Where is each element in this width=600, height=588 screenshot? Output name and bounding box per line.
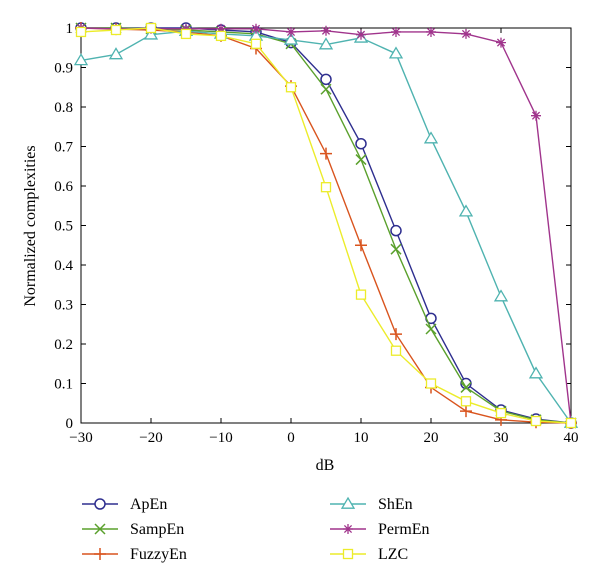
series-permen	[76, 23, 576, 428]
data-point-lzc	[565, 417, 577, 429]
data-point-sampen	[320, 83, 332, 95]
legend-swatch-marker	[94, 523, 106, 535]
legend-entry-permen: PermEn	[330, 521, 430, 538]
data-point-lzc	[460, 396, 472, 407]
data-point-permen	[321, 25, 331, 36]
x-tick-label: 10	[354, 430, 369, 446]
legend-label: ApEn	[130, 496, 167, 513]
series-layer	[73, 22, 579, 429]
data-point-lzc	[110, 24, 122, 36]
legend-entry-shen: ShEn	[330, 496, 413, 513]
y-axis-title: Normalized complexities	[22, 145, 39, 306]
legend-label: LZC	[378, 546, 408, 563]
x-tick-label: 40	[564, 430, 579, 446]
data-point-shen	[423, 131, 439, 144]
data-point-sampen	[355, 154, 367, 166]
x-tick-label: 30	[494, 430, 509, 446]
data-point-shen	[283, 32, 299, 45]
data-point-shen	[318, 37, 334, 50]
data-point-apen	[320, 73, 332, 86]
legend-swatch-marker	[342, 548, 354, 560]
data-point-permen	[216, 23, 226, 34]
legend-label: FuzzyEn	[130, 546, 187, 563]
legend: ApEn SampEn FuzzyEn ShEn PermEn LZC	[82, 496, 430, 563]
legend-swatch-marker	[94, 548, 106, 560]
y-tick-label: 0.6	[54, 179, 73, 195]
legend-entry-lzc: LZC	[330, 546, 408, 563]
legend-swatch-marker	[94, 498, 106, 510]
data-point-lzc	[355, 289, 367, 300]
data-point-shen	[143, 27, 159, 40]
data-point-permen	[251, 23, 261, 34]
y-tick-label: 0	[66, 416, 74, 432]
data-point-permen	[391, 26, 401, 37]
data-point-permen	[496, 37, 506, 48]
data-point-permen	[356, 29, 366, 40]
data-point-shen	[73, 53, 89, 66]
legend-entry-fuzzyen: FuzzyEn	[82, 546, 187, 563]
data-point-fuzzyen	[320, 147, 332, 160]
data-point-apen	[390, 224, 402, 237]
data-point-permen	[531, 110, 541, 121]
y-tick-label: 0.8	[54, 100, 73, 116]
data-point-lzc	[390, 345, 402, 356]
legend-entry-sampen: SampEn	[82, 521, 184, 538]
data-point-fuzzyen	[460, 405, 472, 418]
data-point-lzc	[250, 38, 262, 49]
data-point-lzc	[530, 415, 542, 427]
legend-label: ShEn	[378, 496, 413, 513]
y-tick-label: 0.9	[54, 61, 73, 77]
x-tick-label: −20	[139, 430, 162, 446]
data-point-fuzzyen	[390, 328, 402, 341]
x-tick-label: −10	[209, 430, 232, 446]
data-point-lzc	[75, 26, 87, 38]
data-point-lzc	[215, 30, 227, 42]
data-point-apen	[355, 137, 367, 150]
data-point-lzc	[320, 182, 332, 193]
data-point-permen	[286, 26, 296, 37]
data-point-lzc	[425, 378, 437, 389]
y-tick-label: 0.3	[54, 298, 73, 314]
legend-label: PermEn	[378, 521, 430, 538]
y-tick-label: 0.4	[54, 258, 73, 274]
data-point-permen	[461, 28, 471, 39]
data-point-lzc	[145, 22, 157, 34]
x-tick-label: 20	[424, 430, 439, 446]
data-point-sampen	[390, 243, 402, 255]
series-lzc	[75, 22, 577, 429]
data-point-shen	[388, 46, 404, 59]
data-point-permen	[426, 26, 436, 37]
data-point-shen	[528, 366, 544, 379]
y-tick-label: 1	[66, 21, 74, 37]
legend-swatch-marker	[340, 496, 356, 509]
data-point-lzc	[495, 407, 507, 419]
data-point-shen	[493, 289, 509, 302]
data-point-lzc	[285, 82, 297, 93]
y-tick-label: 0.1	[54, 377, 73, 393]
x-axis-title: dB	[316, 457, 335, 474]
y-axis-ticks: 0 0.1 0.2 0.3 0.4 0.5 0.6 0.7 0.8 0.9 1	[54, 21, 571, 432]
data-point-lzc	[180, 28, 192, 40]
y-tick-label: 0.5	[54, 219, 73, 235]
data-point-fuzzyen	[355, 239, 367, 252]
data-point-shen	[108, 47, 124, 60]
x-tick-label: 0	[287, 430, 295, 446]
legend-label: SampEn	[130, 521, 184, 538]
y-tick-label: 0.7	[54, 140, 73, 156]
legend-swatch-marker	[343, 524, 353, 534]
data-point-shen	[458, 204, 474, 217]
legend-entry-apen: ApEn	[82, 496, 167, 513]
x-tick-label: −30	[69, 430, 92, 446]
data-point-sampen	[425, 323, 437, 335]
data-point-sampen	[460, 381, 472, 393]
y-tick-label: 0.2	[54, 337, 73, 353]
